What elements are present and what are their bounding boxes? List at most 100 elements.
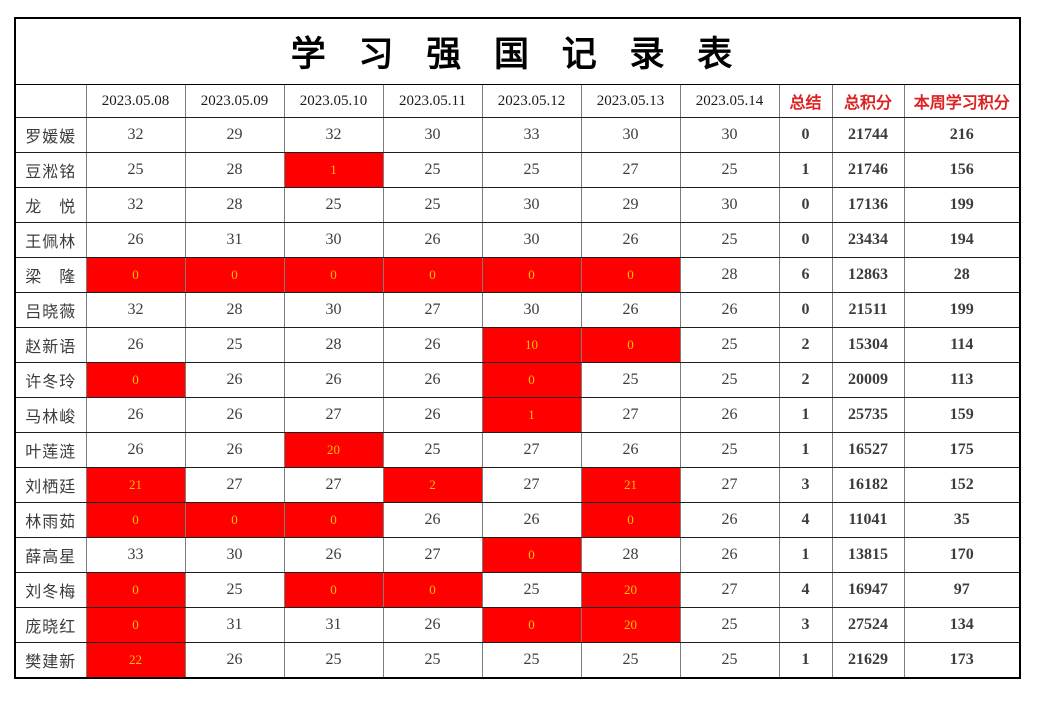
total-points-cell: 25735 [832, 397, 905, 433]
total-points-cell: 21744 [832, 117, 905, 153]
daily-score-cell: 27 [482, 432, 582, 468]
week-points-cell: 152 [904, 467, 1021, 503]
daily-score-cell: 26 [86, 327, 186, 363]
daily-score-cell: 30 [284, 222, 384, 258]
total-points-cell: 21629 [832, 642, 905, 679]
week-points-cell: 170 [904, 537, 1021, 573]
daily-score-cell: 25 [284, 642, 384, 679]
date-column-header: 2023.05.13 [581, 84, 681, 118]
daily-score-cell: 25 [482, 642, 582, 679]
daily-score-cell-highlighted: 1 [482, 397, 582, 433]
summary-cell: 1 [779, 432, 833, 468]
daily-score-cell: 25 [581, 642, 681, 679]
daily-score-cell: 26 [284, 537, 384, 573]
summary-cell: 0 [779, 117, 833, 153]
daily-score-cell-highlighted: 21 [581, 467, 681, 503]
daily-score-cell: 27 [383, 537, 483, 573]
summary-cell: 1 [779, 537, 833, 573]
daily-score-cell-highlighted: 0 [383, 257, 483, 293]
daily-score-cell: 25 [383, 642, 483, 679]
summary-cell: 3 [779, 467, 833, 503]
table-row: 叶莲涟 26 26 20 25 27 26 25 1 16527 175 [15, 432, 1021, 468]
week-points-cell: 156 [904, 152, 1021, 188]
table-row: 马林峻 26 26 27 26 1 27 26 1 25735 159 [15, 397, 1021, 433]
total-points-column-header: 总积分 [832, 84, 905, 118]
total-points-cell: 17136 [832, 187, 905, 223]
summary-cell: 1 [779, 152, 833, 188]
daily-score-cell: 32 [284, 117, 384, 153]
student-name-cell: 马林峻 [15, 397, 87, 433]
total-points-cell: 16182 [832, 467, 905, 503]
table-row: 许冬玲 0 26 26 26 0 25 25 2 20009 113 [15, 362, 1021, 398]
daily-score-cell-highlighted: 20 [581, 607, 681, 643]
table-row: 吕晓薇 32 28 30 27 30 26 26 0 21511 199 [15, 292, 1021, 328]
daily-score-cell: 25 [680, 152, 780, 188]
week-points-column-header: 本周学习积分 [904, 84, 1021, 118]
table-row: 樊建新 22 26 25 25 25 25 25 1 21629 173 [15, 642, 1021, 679]
daily-score-cell-highlighted: 0 [284, 572, 384, 608]
daily-score-cell: 27 [680, 572, 780, 608]
total-points-cell: 23434 [832, 222, 905, 258]
student-name-cell: 庞晓红 [15, 607, 87, 643]
week-points-cell: 97 [904, 572, 1021, 608]
daily-score-cell-highlighted: 0 [86, 607, 186, 643]
daily-score-cell-highlighted: 0 [86, 502, 186, 538]
daily-score-cell: 31 [185, 222, 285, 258]
daily-score-cell: 30 [581, 117, 681, 153]
daily-score-cell: 29 [185, 117, 285, 153]
week-points-cell: 114 [904, 327, 1021, 363]
week-points-cell: 199 [904, 292, 1021, 328]
daily-score-cell: 30 [284, 292, 384, 328]
daily-score-cell: 32 [86, 117, 186, 153]
daily-score-cell-highlighted: 0 [86, 572, 186, 608]
daily-score-cell: 28 [185, 292, 285, 328]
table-row: 庞晓红 0 31 31 26 0 20 25 3 27524 134 [15, 607, 1021, 643]
daily-score-cell: 33 [482, 117, 582, 153]
daily-score-cell: 26 [383, 502, 483, 538]
daily-score-cell-highlighted: 0 [581, 502, 681, 538]
table-row: 罗媛媛 32 29 32 30 33 30 30 0 21744 216 [15, 117, 1021, 153]
total-points-cell: 16947 [832, 572, 905, 608]
daily-score-cell: 30 [482, 222, 582, 258]
daily-score-cell: 25 [482, 152, 582, 188]
week-points-cell: 216 [904, 117, 1021, 153]
student-name-cell: 刘栖廷 [15, 467, 87, 503]
table-row: 薛高星 33 30 26 27 0 28 26 1 13815 170 [15, 537, 1021, 573]
summary-cell: 1 [779, 642, 833, 679]
week-points-cell: 175 [904, 432, 1021, 468]
daily-score-cell: 26 [284, 362, 384, 398]
daily-score-cell: 30 [680, 117, 780, 153]
daily-score-cell: 26 [383, 362, 483, 398]
daily-score-cell: 26 [185, 397, 285, 433]
summary-cell: 6 [779, 257, 833, 293]
table-row: 林雨茹 0 0 0 26 26 0 26 4 11041 35 [15, 502, 1021, 538]
daily-score-cell: 25 [185, 327, 285, 363]
student-name-cell: 吕晓薇 [15, 292, 87, 328]
daily-score-cell: 30 [680, 187, 780, 223]
daily-score-cell: 30 [383, 117, 483, 153]
daily-score-cell: 25 [284, 187, 384, 223]
summary-cell: 2 [779, 362, 833, 398]
student-name-cell: 刘冬梅 [15, 572, 87, 608]
daily-score-cell: 25 [383, 187, 483, 223]
record-table: 学 习 强 国 记 录 表 2023.05.08 2023.05.09 2023… [14, 17, 1022, 679]
student-name-cell: 龙 悦 [15, 187, 87, 223]
daily-score-cell: 26 [581, 432, 681, 468]
daily-score-cell: 28 [185, 152, 285, 188]
daily-score-cell: 26 [581, 292, 681, 328]
student-name-cell: 林雨茹 [15, 502, 87, 538]
daily-score-cell: 27 [284, 467, 384, 503]
total-points-cell: 20009 [832, 362, 905, 398]
daily-score-cell-highlighted: 0 [185, 502, 285, 538]
daily-score-cell-highlighted: 22 [86, 642, 186, 679]
daily-score-cell-highlighted: 21 [86, 467, 186, 503]
daily-score-cell: 28 [185, 187, 285, 223]
daily-score-cell: 26 [86, 397, 186, 433]
daily-score-cell-highlighted: 2 [383, 467, 483, 503]
daily-score-cell: 26 [185, 642, 285, 679]
daily-score-cell: 26 [482, 502, 582, 538]
week-points-cell: 28 [904, 257, 1021, 293]
date-column-header: 2023.05.08 [86, 84, 186, 118]
daily-score-cell: 27 [581, 152, 681, 188]
